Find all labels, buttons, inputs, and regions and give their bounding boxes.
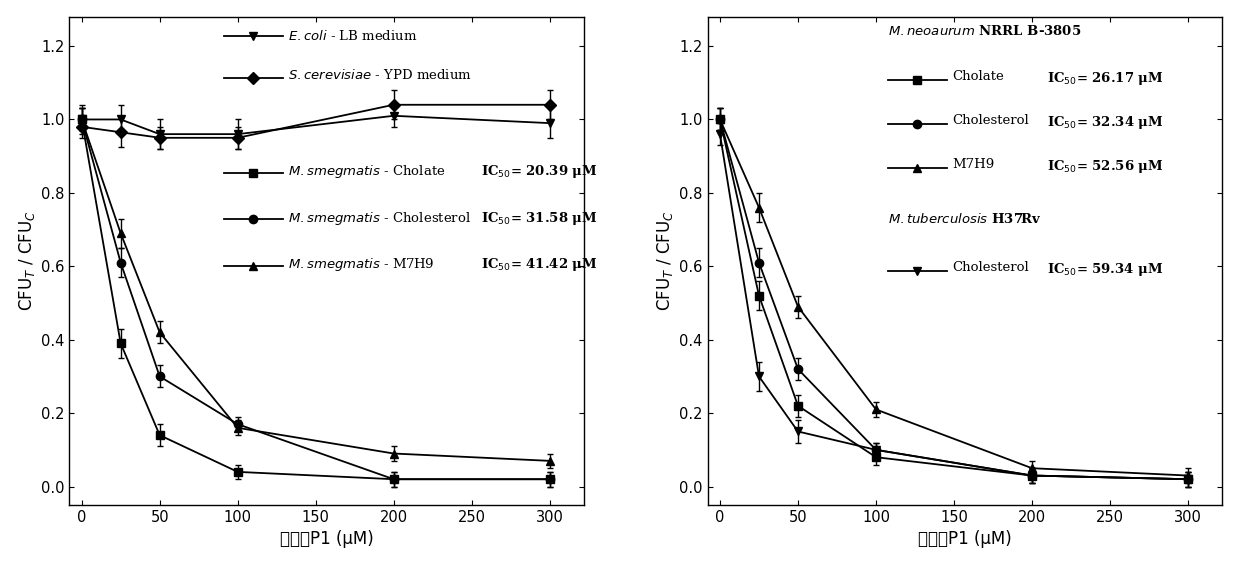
Text: IC$_{50}$= 32.34 μM: IC$_{50}$= 32.34 μM xyxy=(1047,114,1163,131)
Text: $\it{M. tuberculosis}$ H37Rv: $\it{M. tuberculosis}$ H37Rv xyxy=(887,212,1042,226)
X-axis label: 抑制劑P1 (μM): 抑制劑P1 (μM) xyxy=(280,531,373,549)
Text: IC$_{50}$= 59.34 μM: IC$_{50}$= 59.34 μM xyxy=(1047,261,1163,278)
Text: IC$_{50}$= 26.17 μM: IC$_{50}$= 26.17 μM xyxy=(1047,71,1163,88)
Text: $\it{E. coli}$ - LB medium: $\it{E. coli}$ - LB medium xyxy=(287,29,418,43)
Text: $\it{M. neoaurum}$ NRRL B-3805: $\it{M. neoaurum}$ NRRL B-3805 xyxy=(887,24,1082,38)
Text: $\it{M. smegmatis}$ - Cholate: $\it{M. smegmatis}$ - Cholate xyxy=(287,163,446,180)
X-axis label: 抑制劑P1 (μM): 抑制劑P1 (μM) xyxy=(918,531,1012,549)
Text: Cholesterol: Cholesterol xyxy=(952,261,1028,274)
Text: M7H9: M7H9 xyxy=(952,158,995,171)
Text: IC$_{50}$= 52.56 μM: IC$_{50}$= 52.56 μM xyxy=(1047,158,1163,175)
Text: Cholate: Cholate xyxy=(952,71,1004,84)
Y-axis label: CFU$_T$ / CFU$_C$: CFU$_T$ / CFU$_C$ xyxy=(655,210,675,311)
Text: IC$_{50}$= 31.58 μM: IC$_{50}$= 31.58 μM xyxy=(481,210,597,227)
Text: $\it{S. cerevisiae}$ - YPD medium: $\it{S. cerevisiae}$ - YPD medium xyxy=(287,68,472,82)
Text: Cholesterol: Cholesterol xyxy=(952,114,1028,127)
Text: IC$_{50}$= 41.42 μM: IC$_{50}$= 41.42 μM xyxy=(481,256,597,273)
Text: $\it{M. smegmatis}$ - M7H9: $\it{M. smegmatis}$ - M7H9 xyxy=(287,256,435,273)
Y-axis label: CFU$_T$ / CFU$_C$: CFU$_T$ / CFU$_C$ xyxy=(16,210,37,311)
Text: $\it{M. smegmatis}$ - Cholesterol: $\it{M. smegmatis}$ - Cholesterol xyxy=(287,210,471,227)
Text: IC$_{50}$= 20.39 μM: IC$_{50}$= 20.39 μM xyxy=(481,163,597,180)
